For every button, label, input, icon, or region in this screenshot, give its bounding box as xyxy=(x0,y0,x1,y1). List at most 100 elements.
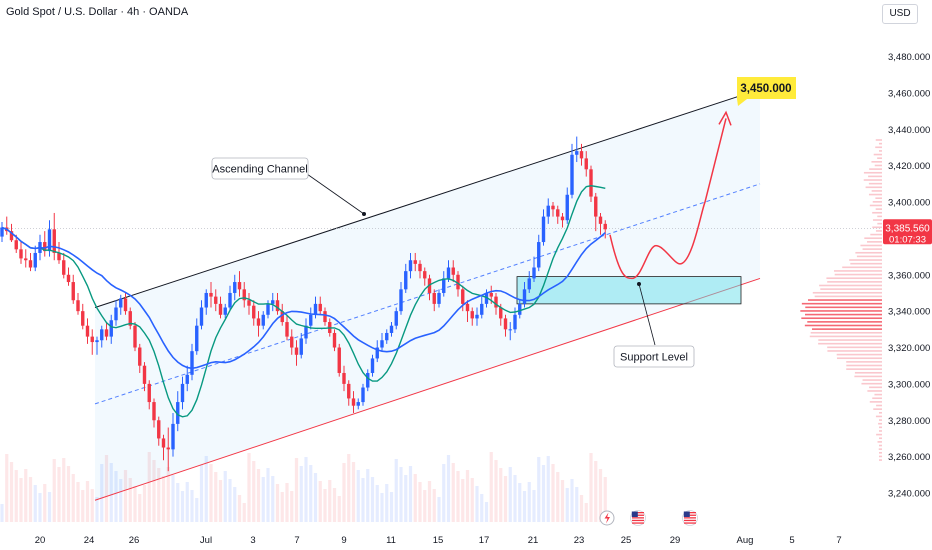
flag-stripe xyxy=(684,514,696,516)
candle-body xyxy=(209,292,213,297)
volume-bar xyxy=(190,490,194,522)
volume-bar xyxy=(152,460,156,522)
volume-profile-bar xyxy=(812,291,882,294)
volume-profile-bar xyxy=(871,190,882,192)
volume-bar xyxy=(261,477,265,522)
time-tick-label: 5 xyxy=(789,535,794,546)
candle-body xyxy=(560,216,565,221)
volume-profile-bar xyxy=(872,219,882,221)
channel-label: Ascending Channel xyxy=(212,164,307,176)
volume-bar xyxy=(565,488,569,522)
currency-selector[interactable]: USD xyxy=(882,4,918,24)
volume-profile-bar xyxy=(871,161,882,163)
volume-profile-bar xyxy=(842,266,882,269)
volume-bar xyxy=(522,491,527,522)
candle-body xyxy=(66,274,71,283)
us-flag-icon[interactable] xyxy=(630,510,646,526)
us-flag-icon[interactable] xyxy=(682,510,698,526)
candle-body xyxy=(432,292,436,304)
volume-bar xyxy=(598,469,603,522)
volume-profile-bar xyxy=(854,375,882,378)
volume-profile-bar xyxy=(818,339,882,341)
support-label-box xyxy=(613,345,695,368)
volume-bar xyxy=(442,464,446,522)
volume-bar xyxy=(332,488,337,522)
candle-body xyxy=(9,231,14,241)
candle-body xyxy=(275,300,280,312)
candle-body xyxy=(171,423,175,450)
volume-profile-bar xyxy=(801,302,882,305)
price-tick-label: 3,320.000 xyxy=(888,343,930,354)
time-tick-label: 23 xyxy=(574,535,585,546)
volume-bars xyxy=(0,452,607,522)
time-tick-label: Jul xyxy=(200,535,212,546)
candle-body xyxy=(128,311,132,326)
volume-bar xyxy=(285,483,289,522)
volume-bar xyxy=(551,464,555,522)
volume-profile-bar xyxy=(879,444,882,447)
flag-stripe xyxy=(632,519,644,522)
time-tick-label: 29 xyxy=(670,535,681,546)
candle-body xyxy=(228,292,232,308)
volume-profile-bar xyxy=(807,321,882,323)
candle-body xyxy=(594,196,598,217)
time-tick-label: 17 xyxy=(479,535,490,546)
candle-body xyxy=(318,303,322,312)
candle-body xyxy=(389,325,394,333)
price-tick-label: 3,360.000 xyxy=(888,270,930,281)
candle-body xyxy=(603,223,607,230)
lightning-icon[interactable] xyxy=(599,510,615,526)
candle-body xyxy=(446,267,451,279)
volume-profile-bar xyxy=(850,262,882,265)
candle-body xyxy=(299,338,303,355)
candle-body xyxy=(133,325,137,348)
volume-bar xyxy=(66,466,71,522)
volume-profile-bar xyxy=(879,430,882,432)
time-tick-label: 25 xyxy=(621,535,632,546)
candle-body xyxy=(451,267,455,275)
candle-body xyxy=(370,358,375,373)
volume-profile-bar xyxy=(869,386,882,389)
flag-stripe xyxy=(684,522,696,524)
volume-bar xyxy=(389,492,394,522)
candle-body xyxy=(480,303,484,315)
volume-bar xyxy=(123,470,128,522)
volume-bar xyxy=(513,475,517,522)
candle-body xyxy=(465,303,470,312)
volume-bar xyxy=(28,477,33,522)
candle-body xyxy=(565,194,569,221)
volume-profile-bar xyxy=(877,441,882,443)
volume-profile-bar xyxy=(869,204,882,207)
volume-profile-bar xyxy=(879,419,882,421)
volume-bar xyxy=(275,484,280,522)
price-tick-label: 3,460.000 xyxy=(888,88,930,99)
candle-body xyxy=(513,314,517,330)
candle-body xyxy=(494,296,498,308)
candle-body xyxy=(503,318,508,330)
time-tick-label: 21 xyxy=(528,535,539,546)
volume-bar xyxy=(370,477,375,522)
volume-bar xyxy=(394,459,398,522)
volume-bar xyxy=(556,472,560,522)
projection-arrowhead xyxy=(718,110,732,126)
volume-profile-bar xyxy=(872,211,882,214)
candle-body xyxy=(556,209,560,217)
candle-body xyxy=(522,289,527,304)
candle-body xyxy=(598,216,603,224)
channel-fill xyxy=(95,89,760,501)
volume-bar xyxy=(252,461,256,522)
candle-body xyxy=(47,229,52,252)
candle-body xyxy=(385,332,389,341)
volume-bar xyxy=(546,456,550,522)
volume-bar xyxy=(195,498,199,522)
candle-body xyxy=(541,216,546,243)
candle-body xyxy=(242,289,246,301)
volume-profile-bar xyxy=(870,233,882,236)
volume-bar xyxy=(119,479,123,522)
candle-body xyxy=(570,154,574,195)
candle-body xyxy=(309,314,313,326)
volume-bar xyxy=(313,473,318,522)
volume-bar xyxy=(427,481,432,522)
